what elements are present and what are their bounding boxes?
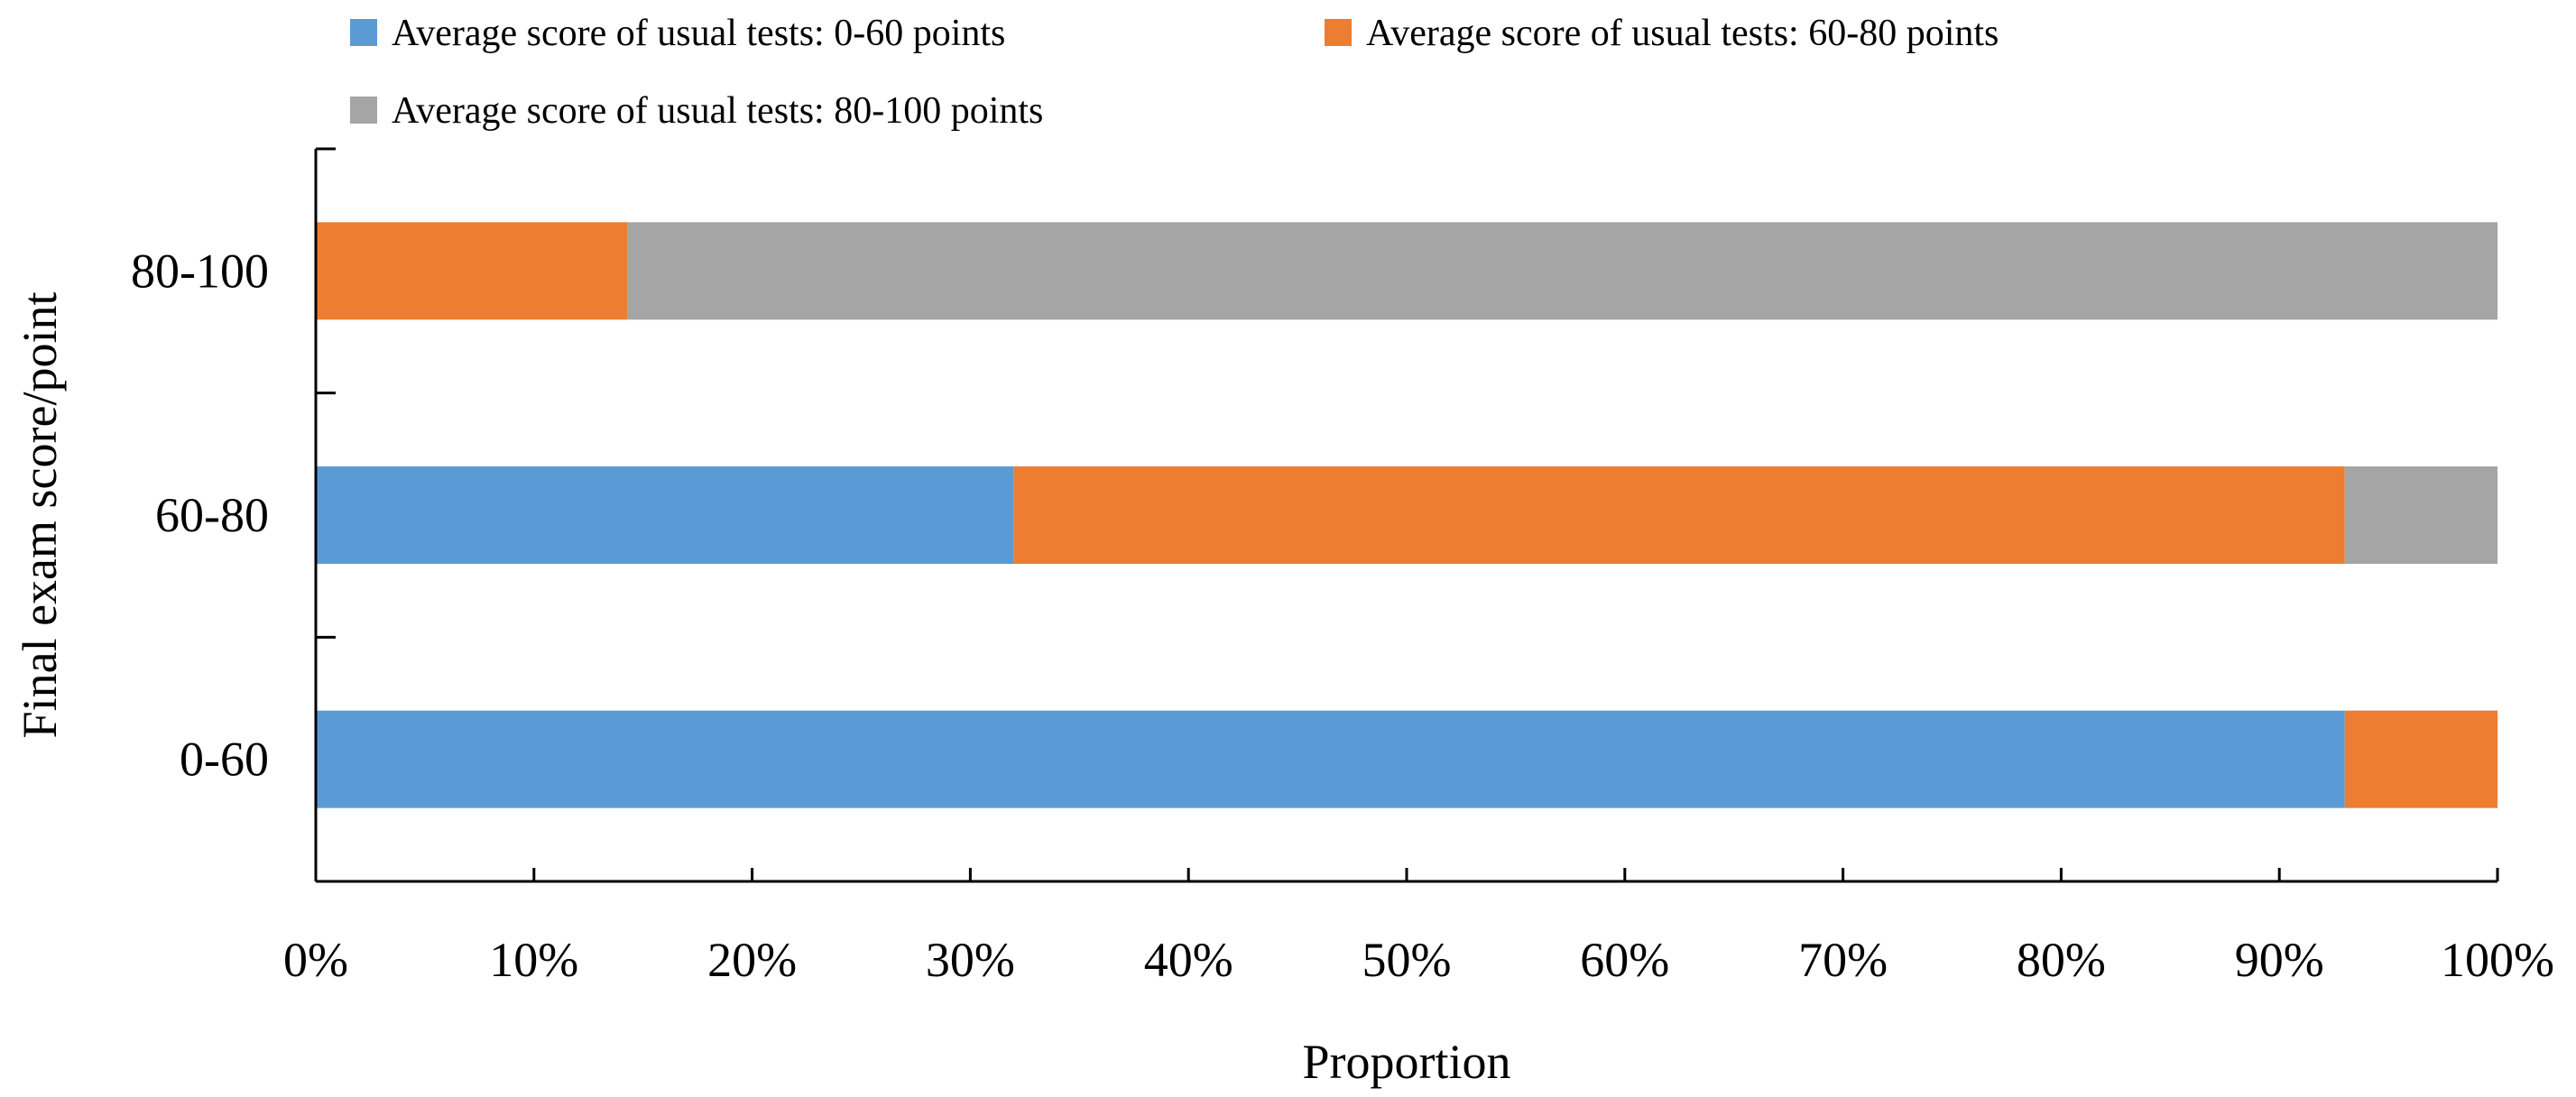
legend-label: Average score of usual tests: 0-60 point…	[392, 13, 1005, 54]
x-ticks: 0% 10% 20% 30% 40% 50% 60% 70% 80% 90% 100%	[283, 868, 2554, 987]
legend: Average score of usual tests: 0-60 point…	[350, 13, 1999, 132]
legend-swatch	[350, 19, 377, 46]
y-tick-label: 60-80	[155, 488, 269, 542]
x-tick-label: 70%	[1798, 933, 1888, 987]
legend-swatch	[1325, 19, 1352, 46]
x-tick-label: 60%	[1580, 933, 1669, 987]
legend-label: Average score of usual tests: 80-100 poi…	[392, 90, 1043, 132]
x-tick-label: 10%	[489, 933, 578, 987]
bar-60-80-series-1	[316, 466, 1014, 564]
x-tick-label: 90%	[2235, 933, 2324, 987]
x-tick-label: 100%	[2441, 933, 2554, 987]
bar-0-60-series-1	[316, 710, 2345, 808]
y-axis-title: Final exam score/point	[13, 292, 67, 739]
bar-0-60-series-2	[2344, 710, 2498, 808]
x-tick-label: 30%	[926, 933, 1015, 987]
x-tick-label: 80%	[2017, 933, 2106, 987]
x-tick-label: 0%	[283, 933, 348, 987]
x-axis-title: Proportion	[1302, 1035, 1510, 1089]
x-tick-label: 50%	[1362, 933, 1452, 987]
bars	[316, 222, 2498, 808]
legend-label: Average score of usual tests: 60-80 poin…	[1366, 13, 1999, 54]
x-tick-label: 20%	[707, 933, 797, 987]
y-ticks: 0-60 60-80 80-100	[131, 147, 336, 883]
bar-80-100-series-2	[316, 222, 628, 320]
y-tick-label: 80-100	[131, 244, 269, 298]
x-tick-label: 40%	[1144, 933, 1233, 987]
bar-60-80-series-3	[2344, 466, 2498, 564]
legend-swatch	[350, 97, 377, 124]
bar-60-80-series-2	[1013, 466, 2345, 564]
y-tick-label: 0-60	[180, 733, 269, 787]
bar-80-100-series-3	[627, 222, 2498, 320]
